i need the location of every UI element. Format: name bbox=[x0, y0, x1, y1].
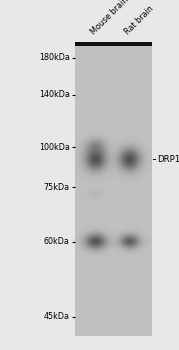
Text: Mouse brain: Mouse brain bbox=[89, 0, 131, 37]
Text: 45kDa: 45kDa bbox=[44, 312, 70, 321]
Text: 100kDa: 100kDa bbox=[39, 142, 70, 152]
Bar bbox=[75, 46, 152, 336]
Bar bbox=[75, 42, 152, 46]
Text: 75kDa: 75kDa bbox=[44, 183, 70, 192]
Text: Rat brain: Rat brain bbox=[123, 5, 156, 37]
Text: DRP1: DRP1 bbox=[157, 155, 179, 164]
Text: 60kDa: 60kDa bbox=[44, 237, 70, 246]
Text: 180kDa: 180kDa bbox=[39, 53, 70, 62]
Text: 140kDa: 140kDa bbox=[39, 90, 70, 99]
